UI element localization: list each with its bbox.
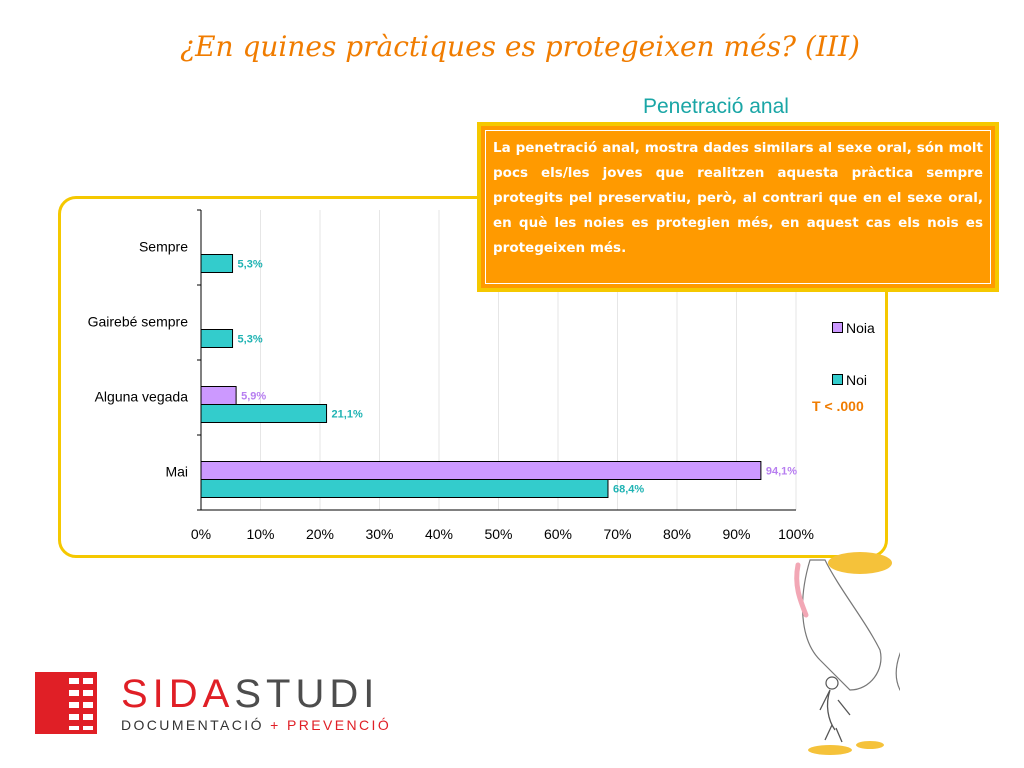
bar-noia	[200, 461, 762, 480]
x-tick-label: 30%	[365, 526, 393, 542]
legend-swatch-noi	[832, 374, 843, 385]
bar-noi	[200, 329, 234, 348]
data-label: 94,1%	[766, 466, 797, 478]
bar-noia	[200, 386, 237, 405]
callout-box: La penetració anal, mostra dades similar…	[477, 122, 999, 292]
data-label: 5,3%	[238, 334, 263, 346]
logo-name: SIDASTUDI	[121, 672, 380, 716]
chart-subtitle: Penetració anal	[643, 95, 789, 118]
x-tick-label: 90%	[722, 526, 750, 542]
page-title: ¿En quines pràctiques es protegeixen més…	[180, 30, 860, 63]
data-label: 68,4%	[613, 484, 644, 496]
illustration-icon	[794, 552, 900, 755]
x-tick-label: 50%	[484, 526, 512, 542]
x-tick-label: 20%	[306, 526, 334, 542]
legend-label-noia: Noia	[846, 320, 875, 336]
significance-label: T < .000	[812, 398, 864, 414]
category-label: Gairebé sempre	[88, 314, 189, 330]
legend-item-noia: Noia	[832, 320, 875, 336]
data-label: 21,1%	[332, 409, 363, 421]
data-label: 5,3%	[238, 259, 263, 271]
x-tick-label: 100%	[778, 526, 814, 542]
x-tick-label: 40%	[425, 526, 453, 542]
legend-item-noi: Noi	[832, 372, 867, 388]
data-label: 5,9%	[241, 391, 266, 403]
x-tick-label: 10%	[246, 526, 274, 542]
callout-text: La penetració anal, mostra dades similar…	[485, 130, 991, 284]
category-label: Mai	[165, 464, 188, 480]
x-tick-label: 0%	[191, 526, 211, 542]
x-tick-label: 70%	[603, 526, 631, 542]
legend-swatch-noia	[832, 322, 843, 333]
logo-tagline: DOCUMENTACIÓ + PREVENCIÓ	[121, 717, 392, 733]
bar-noi	[200, 479, 609, 498]
x-tick-label: 80%	[663, 526, 691, 542]
legend-label-noi: Noi	[846, 372, 868, 388]
bar-noi	[200, 254, 234, 273]
category-label: Sempre	[139, 239, 188, 255]
category-label: Alguna vegada	[95, 389, 189, 405]
x-tick-label: 60%	[544, 526, 572, 542]
bar-noi	[200, 404, 328, 423]
logo-mark-icon	[35, 672, 97, 734]
